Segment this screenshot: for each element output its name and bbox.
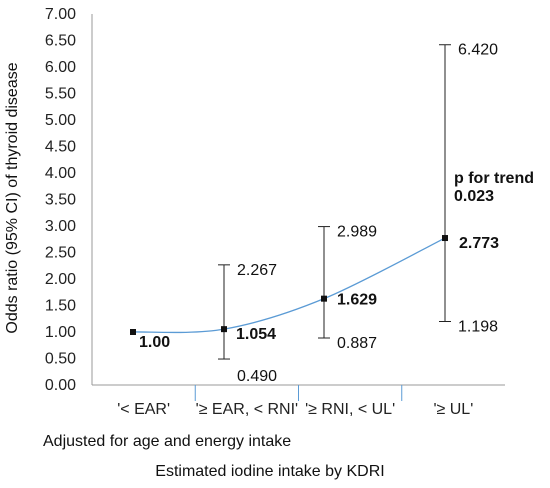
y-tick-label: 2.00: [45, 271, 76, 288]
x-tick-label: '≥ RNI, < UL': [305, 401, 395, 418]
data-point: [321, 295, 327, 302]
y-tick-label: 3.50: [45, 192, 76, 209]
ci-upper-label: 6.420: [458, 42, 498, 59]
y-tick-label: 1.50: [45, 298, 76, 315]
axes: [91, 14, 505, 401]
ci-lower-label: 1.198: [458, 319, 498, 336]
data-labels: 1.00 1.054 1.629 2.773 2.267 2.989 6.420 0.490 0…: [139, 42, 499, 385]
ci-upper-label: 2.267: [237, 262, 277, 279]
y-tick-label: 7.00: [45, 6, 76, 23]
error-bars: [218, 44, 451, 360]
chart-subtitle: Adjusted for age and energy intake: [43, 433, 291, 450]
x-tick-label: '≥ UL': [433, 401, 473, 418]
value-label: 1.00: [139, 334, 170, 351]
y-tick-label: 6.50: [45, 33, 76, 50]
series-line: [132, 237, 446, 334]
y-tick-label: 0.50: [45, 351, 76, 368]
ci-upper-label: 2.989: [337, 224, 377, 241]
x-tick-label: '≥ EAR, < RNI': [196, 401, 298, 418]
data-point: [442, 235, 448, 242]
p-for-trend-value: 0.023: [454, 188, 494, 205]
x-ticks: '< EAR' '≥ EAR, < RNI' '≥ RNI, < UL' '≥ UL': [117, 401, 473, 418]
x-axis-label: Estimated iodine intake by KDRI: [155, 463, 384, 480]
data-point: [130, 329, 136, 335]
y-ticks: 0.00 0.50 1.00 1.50 2.00 2.50 3.00 3.50 4.00 4.50…: [45, 6, 76, 394]
y-axis-label: Odds ratio (95% CI) of thyroid disease: [4, 62, 21, 333]
data-point: [221, 326, 227, 333]
value-label: 2.773: [459, 235, 499, 252]
ci-lower-label: 0.490: [237, 368, 277, 385]
y-tick-label: 5.00: [45, 112, 76, 129]
ci-lower-label: 0.887: [337, 335, 377, 352]
value-label: 1.629: [337, 292, 377, 309]
data-points: [130, 235, 448, 335]
value-label: 1.054: [236, 326, 276, 343]
y-tick-label: 4.00: [45, 165, 76, 182]
y-tick-label: 5.50: [45, 86, 76, 103]
p-for-trend-label: p for trend: [454, 170, 534, 187]
y-tick-label: 0.00: [45, 377, 76, 394]
y-tick-label: 2.50: [45, 245, 76, 262]
y-tick-label: 4.50: [45, 139, 76, 156]
y-tick-label: 3.00: [45, 218, 76, 235]
y-tick-label: 6.00: [45, 59, 76, 76]
y-tick-label: 1.00: [45, 324, 76, 341]
x-tick-label: '< EAR': [117, 401, 170, 418]
